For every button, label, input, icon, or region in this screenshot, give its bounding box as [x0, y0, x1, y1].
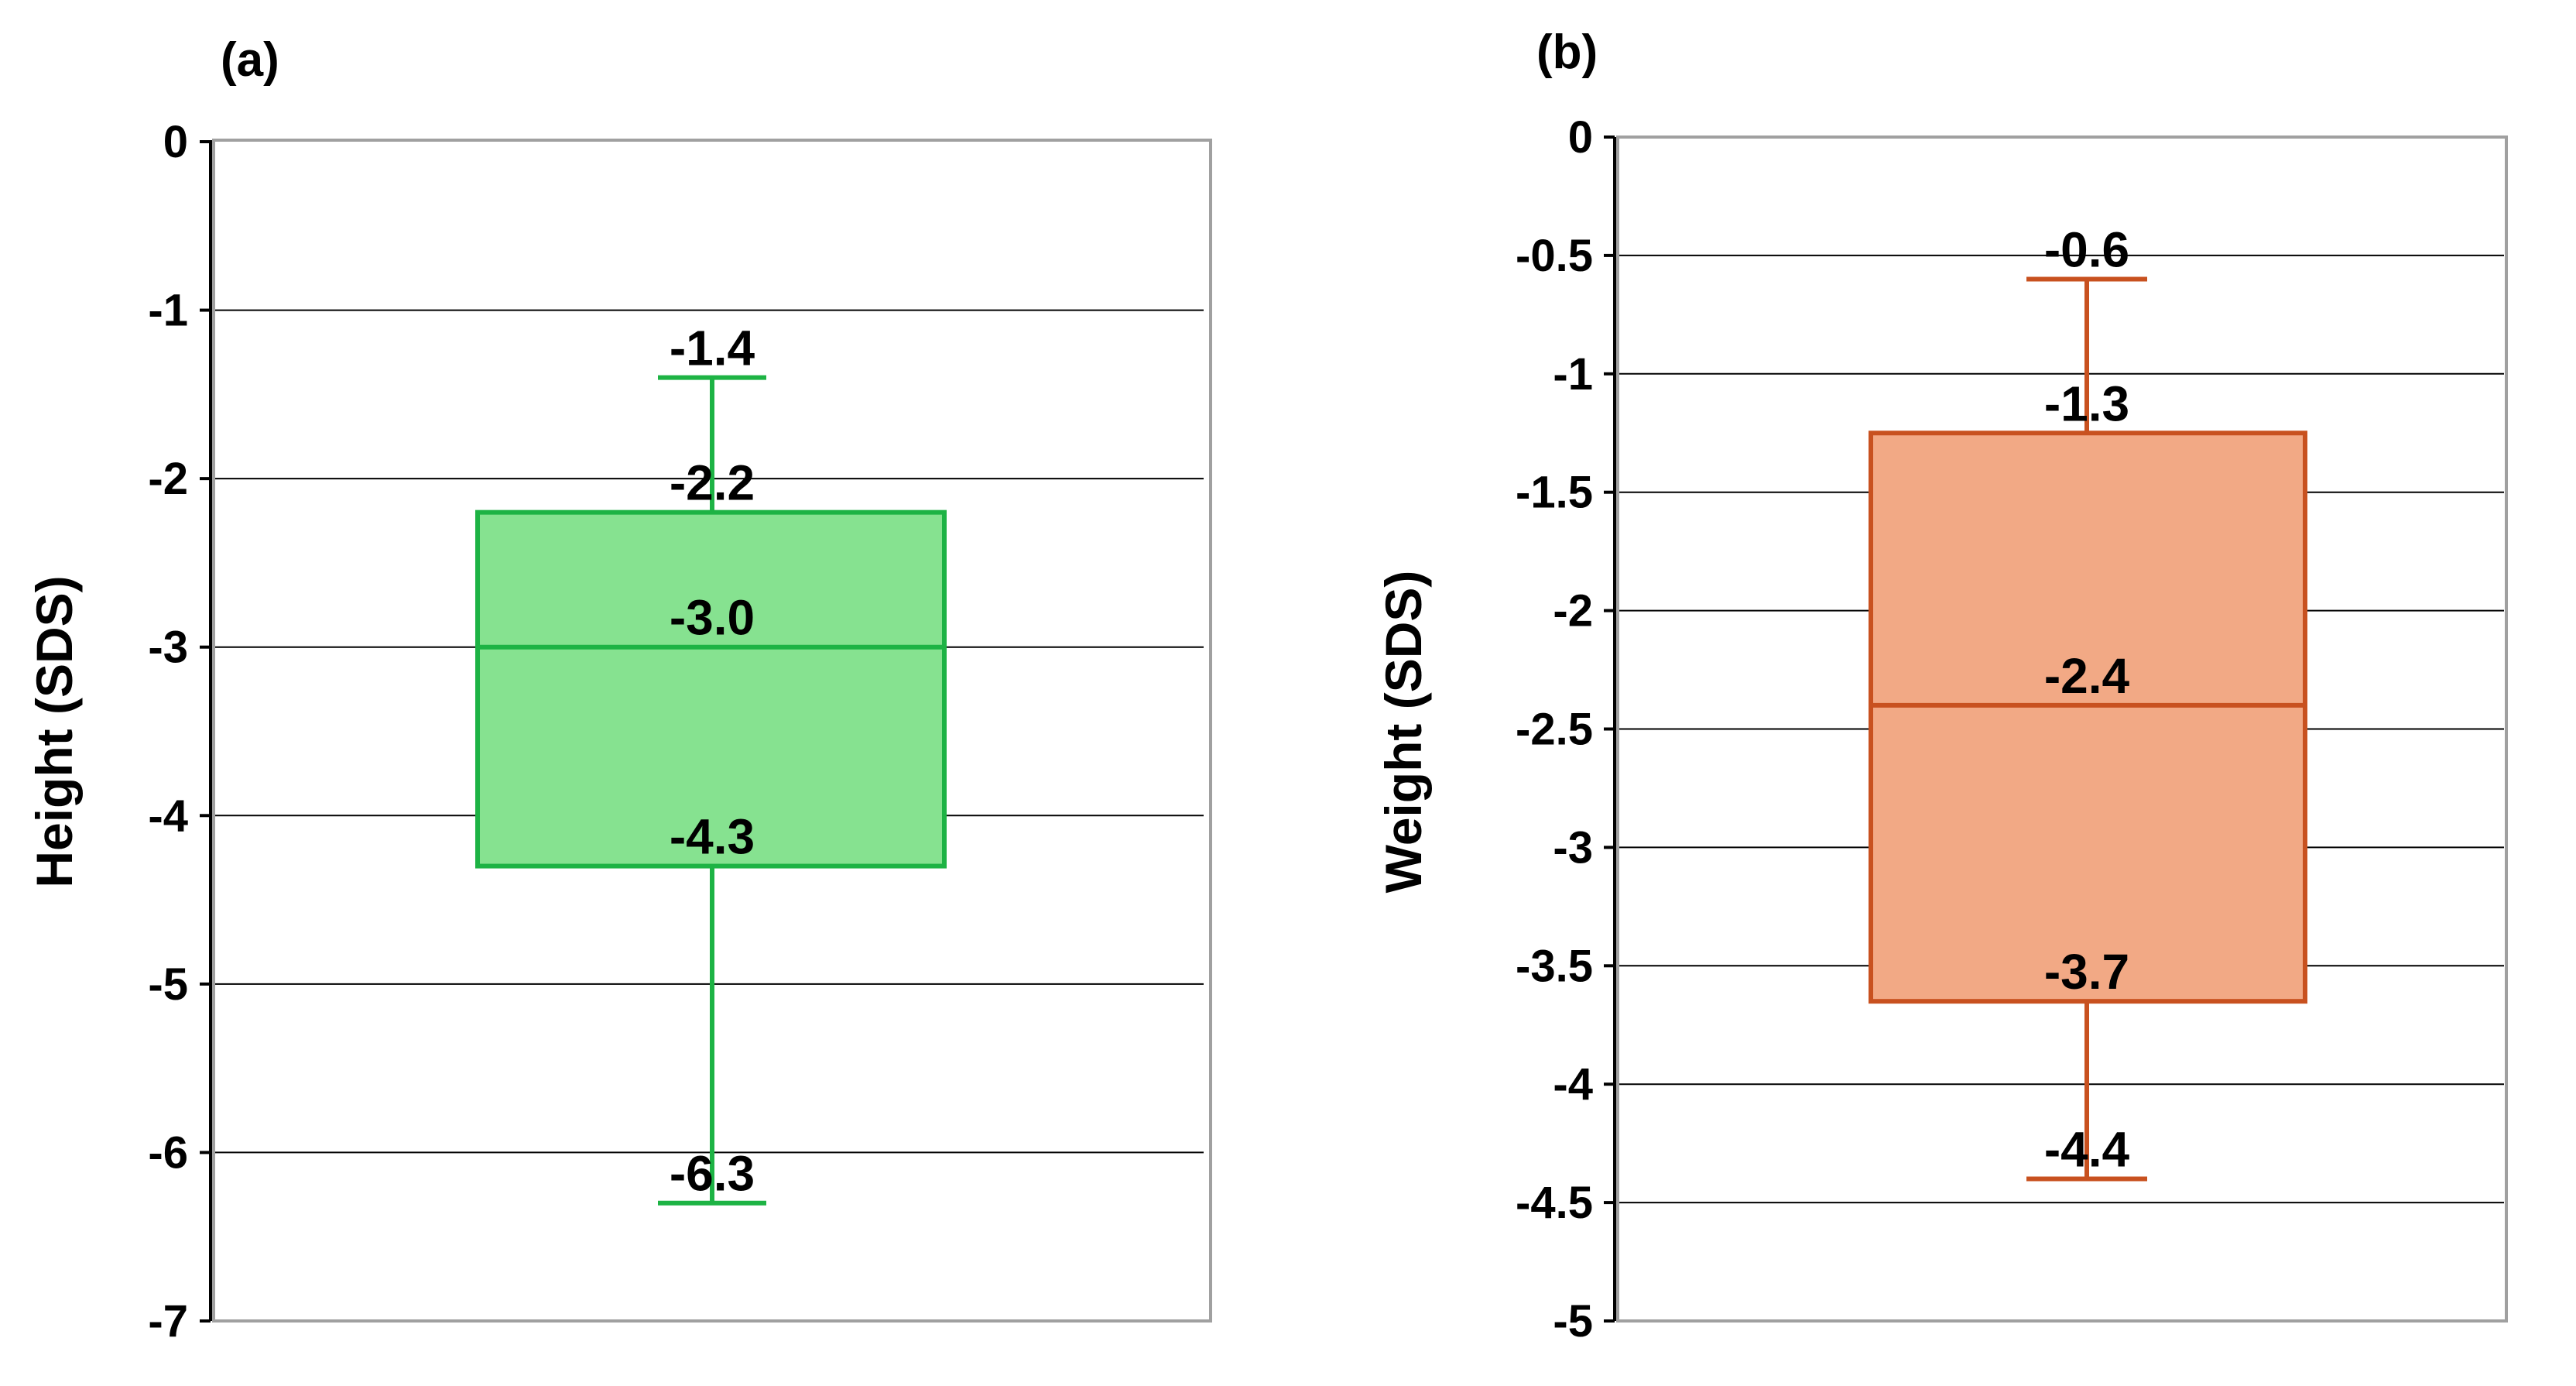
y-tick-label: -7: [148, 1296, 188, 1347]
y-tick-label: -2: [1553, 586, 1593, 636]
y-tick-label: -3: [148, 623, 188, 673]
value-label-q1: -3.7: [2044, 944, 2129, 1000]
plot-frame: [212, 139, 1212, 1323]
gridlines: [214, 309, 1204, 1154]
y-tick-label: -5: [1553, 1296, 1593, 1347]
value-label-min: -6.3: [670, 1146, 755, 1202]
y-tick-label: -4.5: [1516, 1178, 1593, 1228]
y-ticks: 0 -0.5 -1 -1.5 -2 -2.5 -3 -3.5 -4 -4.5 -5: [1516, 112, 1615, 1347]
value-labels: -1.4 -2.2 -3.0 -4.3 -6.3: [670, 321, 755, 1202]
y-tick-label: 0: [1568, 112, 1593, 163]
panel-label: (a): [221, 33, 279, 87]
panel-height: (a) Height (SDS) 0 -1 -2 -3 -4 -5 -6 -7 -1.4 -2.…: [26, 33, 1212, 1347]
y-tick-label: -6: [148, 1127, 188, 1178]
y-axis-title: Height (SDS): [26, 575, 83, 887]
value-label-max: -0.6: [2044, 221, 2129, 277]
y-tick-label: -2.5: [1516, 705, 1593, 755]
value-label-q3: -1.3: [2044, 376, 2129, 431]
panel-label: (b): [1536, 26, 1598, 79]
value-label-q1: -4.3: [670, 809, 755, 865]
plot-frame: [1616, 136, 2508, 1323]
y-tick-label: -4: [1553, 1059, 1593, 1110]
panel-weight: (b) Weight (SDS) 0 -0.5 -1 -1.5 -2 -2.5 -3 -3.5…: [1375, 26, 2508, 1347]
y-tick-label: -3: [1553, 822, 1593, 873]
box-plot: [1869, 276, 2307, 1182]
iqr-box: [1869, 431, 2307, 1004]
value-label-median: -2.4: [2044, 648, 2130, 704]
box-plot: [475, 375, 947, 1206]
y-tick-label: -1.5: [1516, 468, 1593, 518]
y-tick-label: -3.5: [1516, 941, 1593, 991]
value-label-max: -1.4: [670, 321, 755, 376]
y-tick-label: -1: [148, 286, 188, 336]
y-tick-label: -1: [1553, 349, 1593, 400]
y-tick-label: 0: [163, 117, 188, 167]
y-tick-label: -4: [148, 791, 188, 841]
y-tick-label: -5: [148, 959, 188, 1010]
iqr-box: [475, 509, 947, 869]
value-label-median: -3.0: [670, 590, 755, 646]
y-tick-label: -0.5: [1516, 231, 1593, 281]
value-labels: -0.6 -1.3 -2.4 -3.7 -4.4: [2044, 221, 2130, 1177]
y-ticks: 0 -1 -2 -3 -4 -5 -6 -7: [148, 117, 211, 1347]
value-label-min: -4.4: [2044, 1122, 2130, 1178]
y-tick-label: -2: [148, 454, 188, 504]
y-axis-title: Weight (SDS): [1375, 571, 1432, 894]
value-label-q3: -2.2: [670, 455, 755, 511]
